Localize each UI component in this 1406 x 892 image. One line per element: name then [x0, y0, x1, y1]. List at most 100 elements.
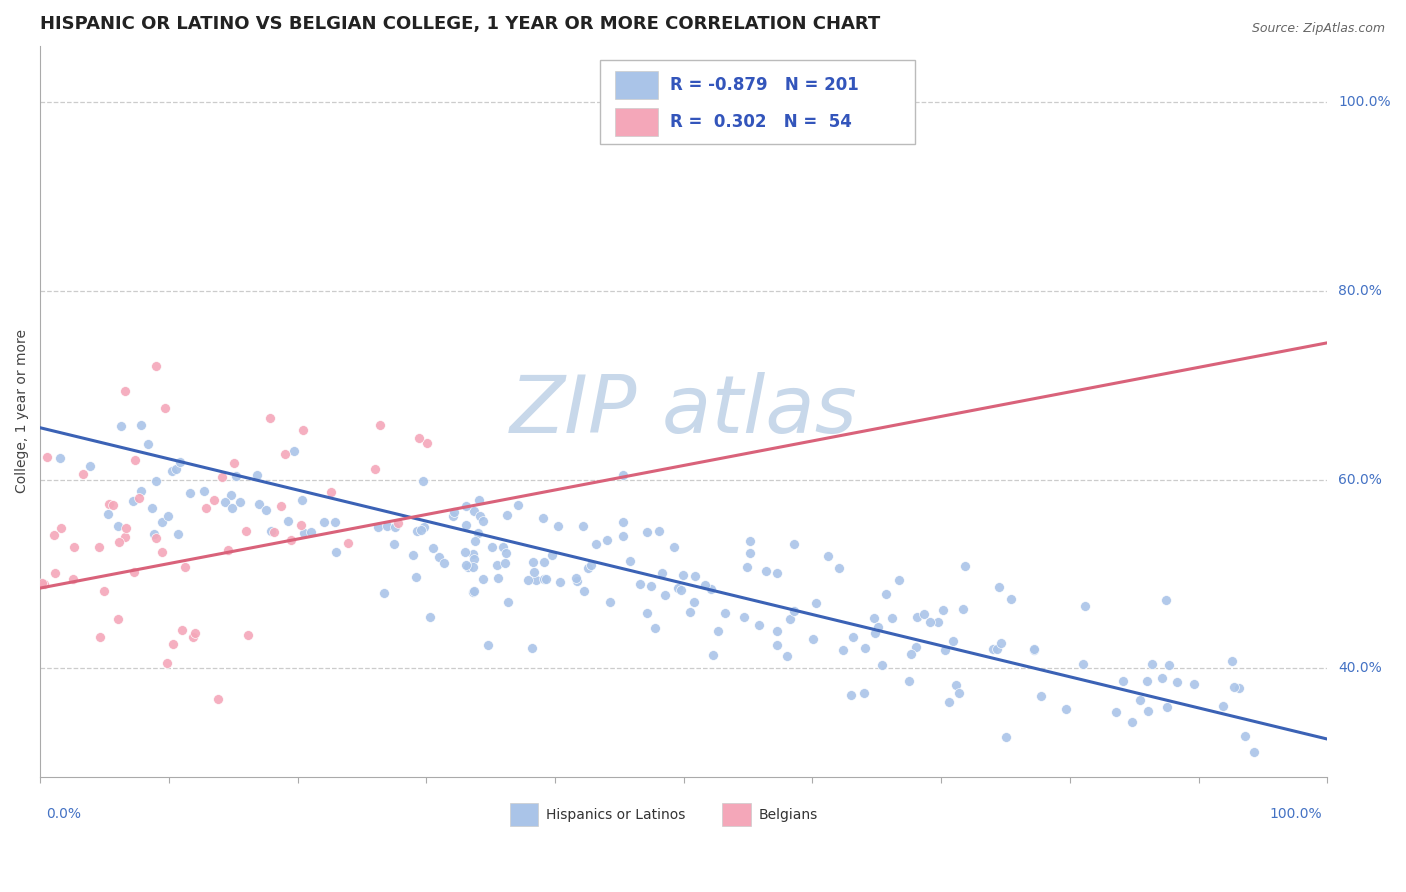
- Point: [875, 587, 897, 601]
- Point: [456, 518, 478, 533]
- Point: [98, 497, 121, 511]
- Point: [456, 558, 478, 572]
- Point: [738, 534, 761, 549]
- Point: [124, 453, 146, 467]
- Point: [486, 558, 509, 573]
- Point: [319, 485, 342, 500]
- Point: [765, 639, 787, 653]
- Bar: [616, 108, 658, 136]
- Point: [221, 500, 243, 515]
- Point: [211, 470, 233, 484]
- Text: 80.0%: 80.0%: [1339, 284, 1382, 298]
- Point: [441, 509, 464, 524]
- Point: [323, 516, 346, 530]
- Point: [612, 515, 634, 529]
- Point: [172, 623, 194, 637]
- Point: [862, 611, 884, 625]
- Point: [918, 615, 941, 629]
- Point: [576, 561, 599, 575]
- Text: 0.0%: 0.0%: [45, 807, 80, 822]
- Point: [181, 630, 204, 644]
- Point: [955, 559, 977, 574]
- Point: [384, 520, 406, 534]
- Point: [827, 561, 849, 575]
- Point: [141, 501, 163, 516]
- Point: [471, 572, 494, 586]
- Point: [471, 514, 494, 528]
- Point: [782, 536, 804, 550]
- Point: [870, 658, 893, 673]
- Point: [628, 576, 651, 591]
- Point: [224, 456, 246, 470]
- Point: [1022, 643, 1045, 657]
- Point: [612, 468, 634, 483]
- Point: [1054, 702, 1077, 716]
- Point: [682, 595, 704, 609]
- Bar: [510, 803, 538, 827]
- Point: [93, 583, 115, 598]
- Point: [534, 573, 557, 587]
- Point: [49, 521, 72, 535]
- Point: [122, 494, 145, 508]
- Point: [162, 637, 184, 651]
- Point: [640, 579, 662, 593]
- Point: [707, 624, 730, 638]
- Point: [905, 609, 928, 624]
- Point: [948, 686, 970, 700]
- Point: [463, 504, 485, 518]
- Point: [464, 533, 486, 548]
- Point: [904, 640, 927, 654]
- Point: [453, 544, 475, 558]
- Text: Hispanics or Latinos: Hispanics or Latinos: [546, 808, 685, 822]
- Point: [184, 626, 207, 640]
- Point: [290, 518, 312, 533]
- Point: [235, 524, 257, 538]
- Point: [1121, 714, 1143, 729]
- Point: [367, 520, 389, 534]
- Point: [167, 526, 190, 541]
- Point: [636, 524, 658, 539]
- Point: [169, 455, 191, 469]
- Point: [419, 610, 441, 624]
- Point: [433, 556, 456, 570]
- Point: [748, 618, 770, 632]
- Point: [669, 582, 692, 597]
- Point: [408, 431, 430, 445]
- Point: [301, 524, 323, 539]
- Point: [733, 610, 755, 624]
- Point: [702, 648, 724, 662]
- Point: [368, 417, 391, 432]
- Point: [565, 571, 588, 585]
- Point: [136, 436, 159, 450]
- Point: [595, 533, 617, 547]
- Point: [496, 508, 519, 522]
- Point: [373, 586, 395, 600]
- Point: [852, 686, 875, 700]
- Point: [714, 606, 737, 620]
- Point: [312, 516, 335, 530]
- Point: [817, 549, 839, 564]
- Point: [402, 548, 425, 562]
- Point: [1220, 654, 1243, 668]
- Point: [666, 581, 689, 595]
- Point: [422, 541, 444, 556]
- Point: [375, 518, 398, 533]
- Point: [565, 574, 588, 588]
- Point: [122, 565, 145, 579]
- Point: [887, 573, 910, 587]
- Point: [1212, 699, 1234, 714]
- Point: [942, 633, 965, 648]
- Point: [492, 540, 515, 554]
- Point: [672, 568, 695, 582]
- Point: [804, 596, 827, 610]
- Point: [1071, 657, 1094, 672]
- Point: [766, 566, 789, 581]
- Point: [1156, 699, 1178, 714]
- Point: [214, 494, 236, 508]
- Point: [31, 576, 53, 591]
- Point: [1112, 674, 1135, 689]
- Point: [897, 674, 920, 689]
- Point: [574, 583, 596, 598]
- Point: [290, 492, 312, 507]
- Point: [263, 525, 285, 540]
